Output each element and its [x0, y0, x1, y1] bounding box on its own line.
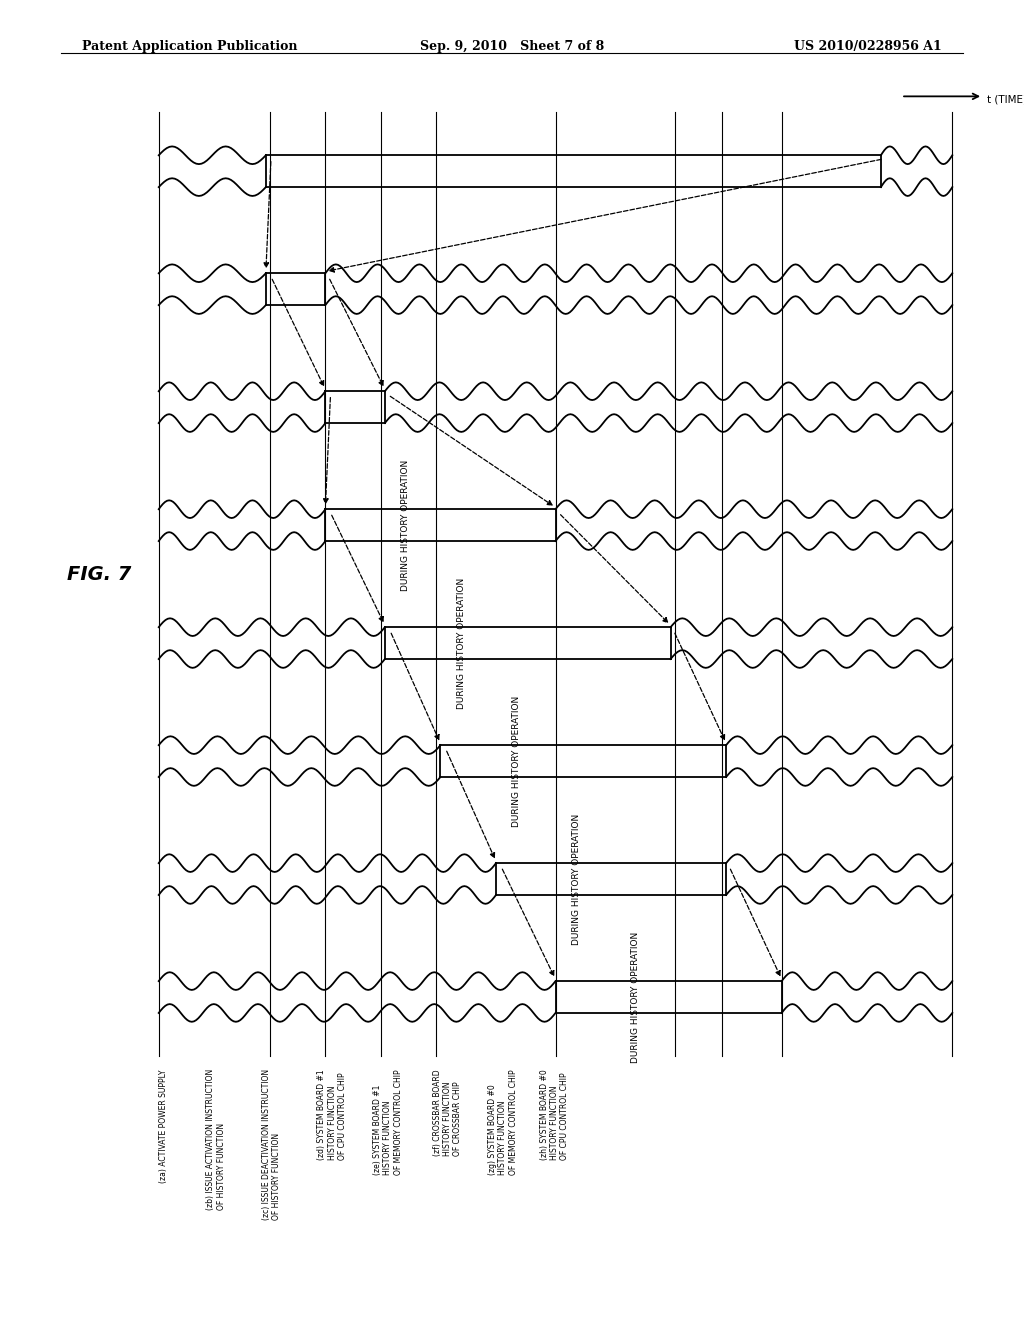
- Text: (zf) CROSSBAR BOARD
HISTORY FUNCTION
OF CROSSBAR CHIP: (zf) CROSSBAR BOARD HISTORY FUNCTION OF …: [432, 1069, 462, 1156]
- Text: Sep. 9, 2010   Sheet 7 of 8: Sep. 9, 2010 Sheet 7 of 8: [420, 40, 604, 53]
- Text: (zb) ISSUE ACTIVATION INSTRUCTION
OF HISTORY FUNCTION: (zb) ISSUE ACTIVATION INSTRUCTION OF HIS…: [207, 1069, 225, 1210]
- Text: (ze) SYSTEM BOARD #1
HISTORY FUNCTION
OF MEMORY CONTROL CHIP: (ze) SYSTEM BOARD #1 HISTORY FUNCTION OF…: [373, 1069, 402, 1175]
- Text: FIG. 7: FIG. 7: [67, 565, 131, 583]
- Text: (za) ACTIVATE POWER SUPPLY: (za) ACTIVATE POWER SUPPLY: [159, 1069, 168, 1183]
- Text: t (TIME): t (TIME): [987, 94, 1024, 104]
- Text: DURING HISTORY OPERATION: DURING HISTORY OPERATION: [512, 696, 521, 826]
- Text: DURING HISTORY OPERATION: DURING HISTORY OPERATION: [631, 932, 640, 1063]
- Text: (zd) SYSTEM BOARD #1
HISTORY FUNCTION
OF CPU CONTROL CHIP: (zd) SYSTEM BOARD #1 HISTORY FUNCTION OF…: [317, 1069, 347, 1160]
- Text: (zg) SYSTEM BOARD #0
HISTORY FUNCTION
OF MEMORY CONTROL CHIP: (zg) SYSTEM BOARD #0 HISTORY FUNCTION OF…: [488, 1069, 518, 1175]
- Text: (zc) ISSUE DEACTIVATION INSTRUCTION
OF HISTORY FUNCTION: (zc) ISSUE DEACTIVATION INSTRUCTION OF H…: [262, 1069, 282, 1220]
- Text: DURING HISTORY OPERATION: DURING HISTORY OPERATION: [571, 813, 581, 945]
- Text: US 2010/0228956 A1: US 2010/0228956 A1: [795, 40, 942, 53]
- Text: DURING HISTORY OPERATION: DURING HISTORY OPERATION: [401, 459, 410, 591]
- Text: (zh) SYSTEM BOARD #0
HISTORY FUNCTION
OF CPU CONTROL CHIP: (zh) SYSTEM BOARD #0 HISTORY FUNCTION OF…: [540, 1069, 569, 1160]
- Text: DURING HISTORY OPERATION: DURING HISTORY OPERATION: [457, 577, 466, 709]
- Text: Patent Application Publication: Patent Application Publication: [82, 40, 297, 53]
